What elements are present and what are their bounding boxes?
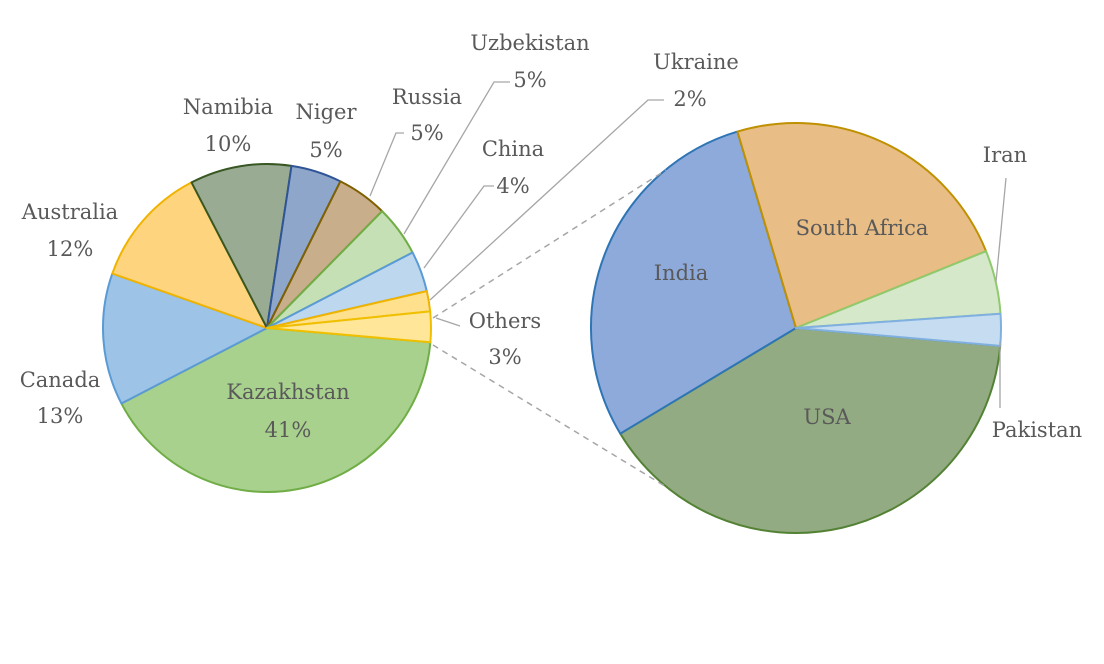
leader-line-others [435, 317, 461, 327]
slice-india [590, 130, 797, 435]
label-russia: Russia [392, 85, 462, 109]
label-namibia: Namibia [183, 95, 273, 119]
value-uzbekistan: 5% [513, 68, 546, 92]
label-others: Others [469, 309, 541, 333]
label-kazakhstan: Kazakhstan [226, 380, 349, 404]
label-pakistan: Pakistan [992, 418, 1082, 442]
value-niger: 5% [309, 138, 342, 162]
value-australia: 12% [47, 237, 94, 261]
label-south-africa: South Africa [796, 216, 929, 240]
value-china: 4% [496, 174, 529, 198]
connector-line-top [432, 169, 667, 319]
label-niger: Niger [295, 100, 357, 124]
slice-kazakhstan [120, 327, 432, 493]
slice-australia [111, 181, 268, 329]
connector-line-bottom [432, 344, 669, 489]
leader-line-uzbekistan [403, 81, 510, 235]
leader-line-ukraine [429, 99, 664, 301]
slice-south-africa [736, 122, 988, 329]
label-india: India [654, 261, 709, 285]
secondary-pie [590, 122, 1002, 534]
label-uzbekistan: Uzbekistan [470, 31, 589, 55]
label-usa: USA [803, 405, 851, 429]
value-canada: 13% [37, 404, 84, 428]
leader-line-iran [995, 177, 1007, 283]
main-pie [102, 163, 432, 493]
slice-usa [619, 327, 1002, 534]
slice-namibia [190, 163, 293, 329]
leader-line-china [423, 185, 494, 269]
value-ukraine: 2% [673, 87, 706, 111]
leader-line-russia [369, 132, 404, 197]
label-iran: Iran [983, 143, 1027, 167]
value-others: 3% [488, 345, 521, 369]
value-namibia: 10% [205, 132, 252, 156]
label-china: China [482, 137, 544, 161]
value-kazakhstan: 41% [265, 418, 312, 442]
slice-canada [102, 272, 268, 405]
value-russia: 5% [410, 121, 443, 145]
label-australia: Australia [21, 200, 118, 224]
label-ukraine: Ukraine [653, 50, 739, 74]
label-canada: Canada [20, 368, 101, 392]
slice-others [266, 310, 432, 344]
